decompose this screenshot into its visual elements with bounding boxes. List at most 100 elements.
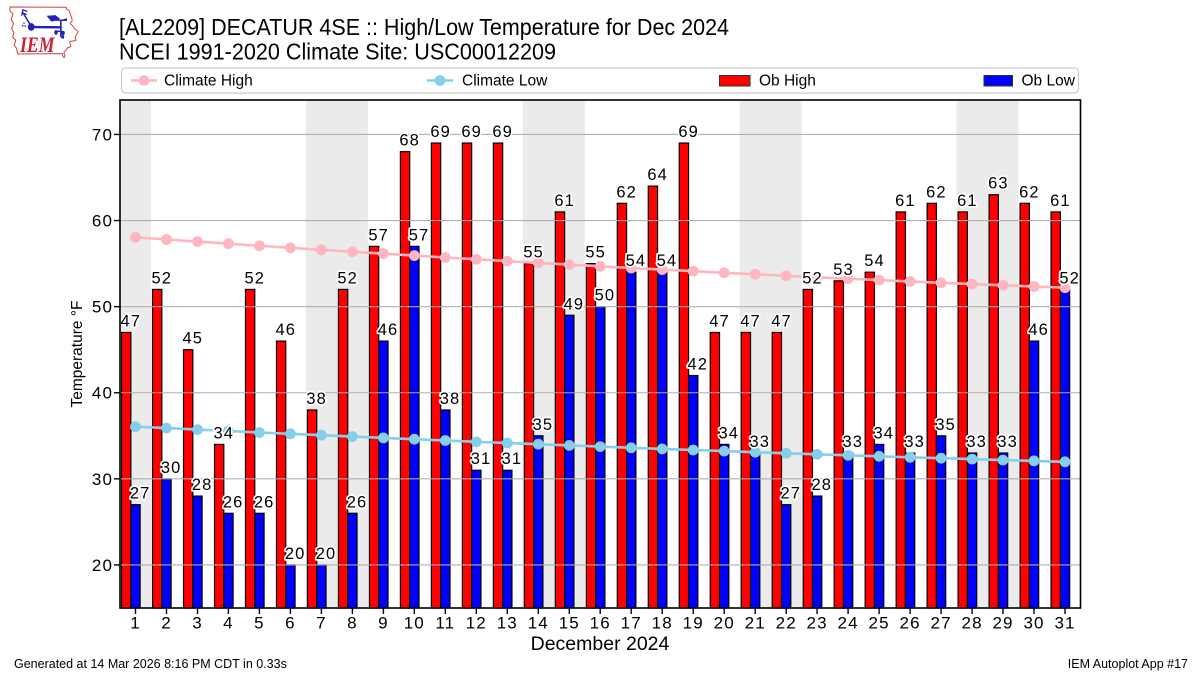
svg-text:34: 34 — [874, 424, 895, 442]
svg-text:62: 62 — [1019, 183, 1040, 201]
svg-text:69: 69 — [492, 123, 513, 141]
svg-text:28: 28 — [812, 476, 833, 494]
svg-text:18: 18 — [652, 614, 673, 633]
svg-text:14: 14 — [528, 614, 549, 633]
svg-text:Ob Low: Ob Low — [1022, 73, 1076, 90]
svg-text:31: 31 — [1054, 614, 1075, 633]
svg-text:22: 22 — [776, 614, 797, 633]
svg-text:8: 8 — [347, 614, 358, 633]
svg-text:[AL2209] DECATUR 4SE :: High/L: [AL2209] DECATUR 4SE :: High/Low Tempera… — [119, 14, 729, 40]
svg-text:45: 45 — [183, 330, 204, 348]
svg-text:20: 20 — [316, 545, 337, 563]
svg-text:31: 31 — [471, 450, 492, 468]
svg-text:30: 30 — [1023, 614, 1044, 633]
svg-text:19: 19 — [683, 614, 704, 633]
svg-text:21: 21 — [745, 614, 766, 633]
svg-text:1: 1 — [130, 614, 141, 633]
svg-text:46: 46 — [378, 321, 399, 339]
svg-text:50: 50 — [92, 298, 113, 317]
svg-text:33: 33 — [997, 433, 1018, 451]
svg-text:52: 52 — [337, 269, 358, 287]
svg-text:25: 25 — [869, 614, 890, 633]
svg-text:40: 40 — [92, 384, 113, 403]
svg-text:69: 69 — [461, 123, 482, 141]
svg-text:10: 10 — [404, 614, 425, 633]
svg-text:47: 47 — [709, 313, 730, 331]
svg-text:Climate High: Climate High — [164, 73, 253, 90]
svg-text:NCEI 1991-2020 Climate Site: U: NCEI 1991-2020 Climate Site: USC00012209 — [119, 39, 556, 65]
svg-text:62: 62 — [926, 183, 947, 201]
svg-text:55: 55 — [523, 244, 544, 262]
svg-text:54: 54 — [657, 252, 678, 270]
svg-text:2: 2 — [161, 614, 172, 633]
svg-text:46: 46 — [276, 321, 297, 339]
svg-text:61: 61 — [957, 192, 978, 210]
svg-text:13: 13 — [497, 614, 518, 633]
svg-text:60: 60 — [92, 212, 113, 231]
svg-text:55: 55 — [585, 244, 606, 262]
svg-text:33: 33 — [966, 433, 987, 451]
svg-text:35: 35 — [533, 416, 554, 434]
svg-text:Ob High: Ob High — [759, 73, 816, 90]
svg-text:26: 26 — [223, 493, 244, 511]
svg-text:6: 6 — [285, 614, 296, 633]
svg-text:69: 69 — [678, 123, 699, 141]
svg-text:IEM: IEM — [19, 32, 55, 57]
svg-text:33: 33 — [750, 433, 771, 451]
svg-text:26: 26 — [254, 493, 275, 511]
svg-text:15: 15 — [559, 614, 580, 633]
svg-text:35: 35 — [935, 416, 956, 434]
svg-text:53: 53 — [833, 261, 854, 279]
svg-text:30: 30 — [161, 459, 182, 477]
svg-text:16: 16 — [590, 614, 611, 633]
svg-text:17: 17 — [621, 614, 642, 633]
svg-text:20: 20 — [285, 545, 306, 563]
svg-text:5: 5 — [254, 614, 265, 633]
svg-text:9: 9 — [378, 614, 389, 633]
svg-text:54: 54 — [864, 252, 885, 270]
svg-text:61: 61 — [1050, 192, 1071, 210]
svg-text:4: 4 — [223, 614, 234, 633]
svg-text:28: 28 — [962, 614, 983, 633]
svg-text:28: 28 — [192, 476, 213, 494]
svg-text:Temperature °F: Temperature °F — [69, 301, 86, 408]
svg-text:34: 34 — [719, 424, 740, 442]
svg-text:27: 27 — [130, 485, 151, 503]
svg-text:31: 31 — [502, 450, 523, 468]
svg-text:26: 26 — [347, 493, 368, 511]
svg-text:27: 27 — [781, 485, 802, 503]
svg-text:IEM Autoplot App #17: IEM Autoplot App #17 — [1068, 657, 1188, 671]
svg-text:57: 57 — [409, 226, 430, 244]
svg-text:20: 20 — [714, 614, 735, 633]
svg-text:57: 57 — [368, 226, 389, 244]
svg-text:42: 42 — [688, 356, 709, 374]
svg-text:52: 52 — [802, 269, 823, 287]
svg-text:69: 69 — [430, 123, 451, 141]
svg-text:38: 38 — [440, 390, 461, 408]
svg-text:December 2024: December 2024 — [531, 633, 670, 655]
svg-text:23: 23 — [807, 614, 828, 633]
svg-text:70: 70 — [92, 125, 113, 144]
svg-text:47: 47 — [771, 313, 792, 331]
svg-text:61: 61 — [895, 192, 916, 210]
svg-text:33: 33 — [843, 433, 864, 451]
svg-text:11: 11 — [435, 614, 455, 633]
svg-text:49: 49 — [564, 295, 585, 313]
svg-text:30: 30 — [92, 470, 113, 489]
svg-text:27: 27 — [931, 614, 952, 633]
svg-text:47: 47 — [121, 313, 142, 331]
svg-text:63: 63 — [988, 175, 1009, 193]
svg-text:33: 33 — [904, 433, 925, 451]
svg-text:52: 52 — [245, 269, 266, 287]
svg-text:68: 68 — [399, 132, 420, 150]
svg-text:3: 3 — [192, 614, 203, 633]
svg-text:Climate Low: Climate Low — [462, 73, 548, 90]
svg-text:26: 26 — [900, 614, 921, 633]
svg-text:64: 64 — [647, 166, 668, 184]
svg-text:34: 34 — [214, 424, 235, 442]
svg-text:61: 61 — [554, 192, 575, 210]
svg-text:54: 54 — [626, 252, 647, 270]
svg-text:20: 20 — [92, 556, 113, 575]
svg-text:7: 7 — [316, 614, 327, 633]
svg-text:Generated at 14 Mar 2026 8:16: Generated at 14 Mar 2026 8:16 PM CDT in … — [14, 657, 287, 671]
